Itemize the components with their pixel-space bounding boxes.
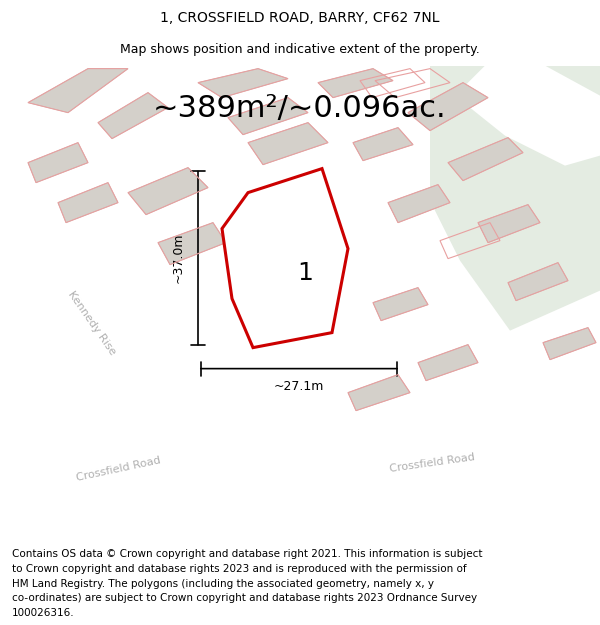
Text: ~27.1m: ~27.1m (274, 380, 324, 393)
Polygon shape (28, 142, 88, 182)
Polygon shape (373, 288, 428, 321)
Text: Crossfield Road: Crossfield Road (389, 452, 475, 474)
Polygon shape (508, 262, 568, 301)
Text: ~389m²/~0.096ac.: ~389m²/~0.096ac. (153, 94, 447, 123)
Polygon shape (448, 138, 523, 181)
Polygon shape (268, 242, 343, 284)
Polygon shape (0, 66, 255, 266)
Polygon shape (222, 169, 348, 348)
Polygon shape (58, 182, 118, 222)
Polygon shape (158, 222, 226, 264)
Polygon shape (418, 344, 478, 381)
Polygon shape (543, 328, 596, 359)
Polygon shape (0, 382, 600, 512)
Polygon shape (98, 92, 168, 139)
Text: to Crown copyright and database rights 2023 and is reproduced with the permissio: to Crown copyright and database rights 2… (12, 564, 467, 574)
Polygon shape (128, 168, 208, 214)
Polygon shape (318, 69, 393, 98)
Polygon shape (408, 82, 488, 131)
Text: HM Land Registry. The polygons (including the associated geometry, namely x, y: HM Land Registry. The polygons (includin… (12, 579, 434, 589)
Text: co-ordinates) are subject to Crown copyright and database rights 2023 Ordnance S: co-ordinates) are subject to Crown copyr… (12, 593, 477, 603)
Text: 1: 1 (297, 261, 313, 284)
Text: Contains OS data © Crown copyright and database right 2021. This information is : Contains OS data © Crown copyright and d… (12, 549, 482, 559)
Polygon shape (353, 127, 413, 161)
Polygon shape (28, 69, 128, 112)
Text: Kennedy Rise: Kennedy Rise (66, 289, 118, 356)
Polygon shape (248, 122, 328, 164)
Text: 1, CROSSFIELD ROAD, BARRY, CF62 7NL: 1, CROSSFIELD ROAD, BARRY, CF62 7NL (160, 11, 440, 26)
Polygon shape (228, 98, 308, 134)
Text: Map shows position and indicative extent of the property.: Map shows position and indicative extent… (120, 42, 480, 56)
Polygon shape (198, 69, 288, 98)
Polygon shape (348, 374, 410, 411)
Text: 100026316.: 100026316. (12, 608, 74, 618)
Polygon shape (0, 262, 248, 486)
Polygon shape (478, 204, 540, 242)
Text: Crossfield Road: Crossfield Road (75, 455, 161, 482)
Polygon shape (430, 66, 600, 331)
Polygon shape (388, 184, 450, 222)
Polygon shape (455, 66, 600, 166)
Text: ~37.0m: ~37.0m (172, 233, 185, 283)
